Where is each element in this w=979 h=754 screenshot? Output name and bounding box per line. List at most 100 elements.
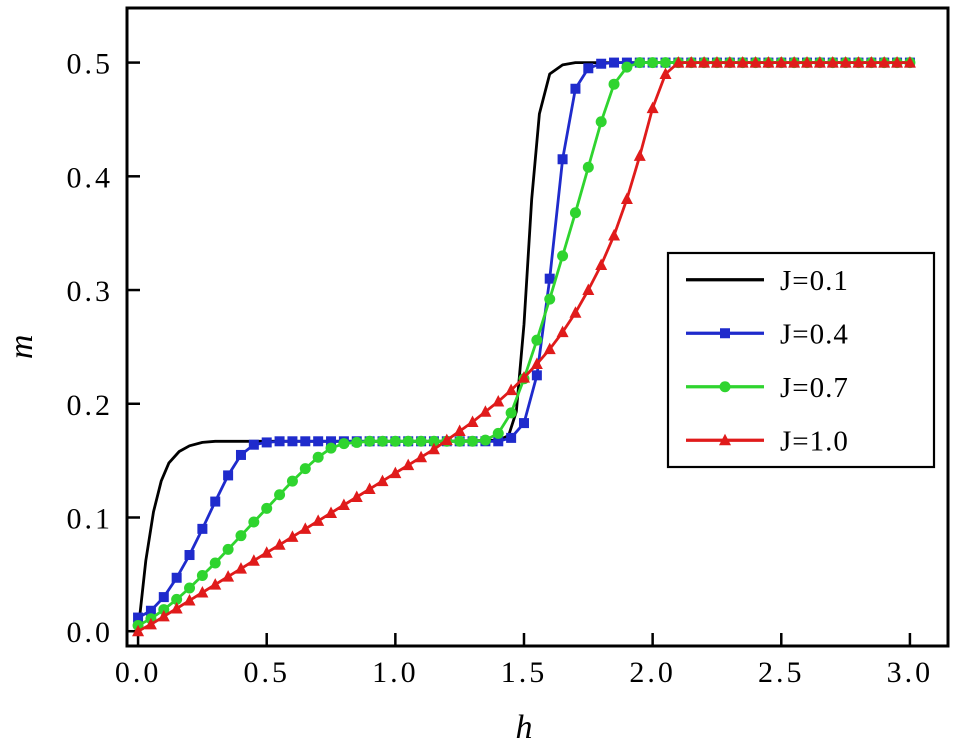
triangle-marker: [337, 498, 350, 510]
square-marker: [158, 592, 169, 603]
square-marker: [171, 572, 182, 583]
circle-marker: [299, 463, 311, 475]
square-marker: [609, 57, 620, 68]
triangle-marker: [723, 56, 736, 68]
triangle-marker: [839, 56, 852, 68]
triangle-marker: [402, 458, 415, 471]
triangle-marker: [556, 325, 569, 338]
circle-marker: [492, 427, 504, 439]
circle-marker: [261, 502, 273, 514]
triangle-marker: [891, 56, 904, 68]
circle-marker: [402, 435, 414, 447]
triangle-marker: [350, 490, 363, 503]
y-tick-label: 0.3: [67, 275, 114, 308]
square-marker: [518, 418, 529, 429]
triangle-marker: [132, 624, 145, 637]
circle-marker: [274, 489, 286, 501]
triangle-marker: [813, 56, 826, 68]
triangle-marker: [363, 482, 376, 495]
y-tick-label: 0.2: [67, 389, 114, 422]
circle-marker: [647, 57, 659, 69]
circle-marker: [222, 543, 234, 555]
triangle-marker: [492, 394, 505, 407]
legend-entry-label: J=0.1: [780, 265, 849, 297]
triangle-marker: [440, 433, 453, 446]
triangle-marker: [312, 514, 325, 526]
triangle-marker: [222, 570, 235, 582]
legend-entry-label: J=0.7: [780, 372, 849, 404]
x-axis-label: h: [515, 709, 532, 746]
legend-entry-label: J=0.4: [780, 318, 849, 350]
circle-marker: [659, 57, 671, 69]
square-marker: [235, 449, 246, 460]
circle-marker: [376, 435, 388, 447]
square-marker: [531, 370, 542, 381]
triangle-marker: [685, 56, 698, 68]
triangle-marker: [157, 609, 170, 622]
circle-marker: [364, 435, 376, 447]
legend: J=0.1 J=0.4 J=0.7 J=1.0: [666, 251, 936, 469]
triangle-marker: [196, 586, 209, 598]
square-marker: [184, 550, 195, 561]
square-marker: [145, 605, 156, 616]
circle-marker: [325, 442, 337, 454]
triangle-marker: [736, 56, 749, 68]
square-marker: [583, 63, 594, 74]
triangle-marker: [801, 56, 814, 68]
circle-marker: [479, 434, 491, 446]
circle-marker: [158, 604, 170, 616]
square-marker: [313, 436, 324, 447]
square-marker: [210, 496, 221, 507]
circle-marker: [184, 582, 196, 594]
triangle-marker: [234, 562, 247, 574]
x-tick-label: 0.5: [243, 656, 290, 689]
square-marker: [557, 154, 568, 165]
triangle-marker: [543, 342, 556, 355]
triangle-marker: [762, 56, 775, 68]
triangle-marker: [299, 522, 312, 534]
x-tick-label: 1.5: [501, 656, 548, 689]
square-marker: [223, 470, 234, 481]
circle-marker: [582, 161, 594, 173]
circle-marker: [312, 451, 324, 463]
triangle-marker: [852, 56, 865, 68]
triangle-marker: [826, 56, 839, 68]
triangle-marker: [595, 258, 608, 271]
circle-marker: [454, 435, 466, 447]
circle-marker: [544, 293, 556, 305]
triangle-marker: [273, 538, 286, 550]
circle-marker: [557, 250, 569, 262]
triangle-marker: [376, 474, 389, 487]
circle-marker: [505, 407, 517, 419]
square-marker: [300, 436, 311, 447]
triangle-marker: [878, 56, 891, 68]
triangle-marker: [530, 357, 543, 369]
y-tick-label: 0.5: [67, 48, 114, 81]
circle-marker: [608, 78, 620, 90]
x-tick-label: 3.0: [887, 656, 934, 689]
triangle-marker: [788, 56, 801, 68]
triangle-marker: [144, 617, 157, 630]
triangle-marker: [466, 415, 479, 427]
circle-marker: [531, 334, 543, 346]
legend-entry-label: J=1.0: [780, 425, 849, 457]
x-tick-label: 1.0: [372, 656, 419, 689]
square-marker: [720, 328, 730, 339]
square-marker: [596, 58, 607, 69]
triangle-marker: [569, 306, 582, 318]
triangle-marker: [865, 56, 878, 68]
y-tick-label: 0.4: [67, 161, 114, 194]
circle-marker: [467, 435, 479, 447]
triangle-marker: [325, 506, 338, 518]
y-axis-label: m: [3, 335, 40, 360]
triangle-marker: [505, 383, 518, 396]
square-marker: [287, 436, 298, 447]
x-tick-label: 0.0: [115, 656, 162, 689]
circle-marker: [595, 116, 607, 128]
circle-marker: [209, 557, 221, 569]
circle-marker: [719, 381, 731, 393]
series-J=1.0: [132, 56, 916, 637]
triangle-marker: [633, 149, 646, 161]
circle-marker: [634, 57, 646, 69]
